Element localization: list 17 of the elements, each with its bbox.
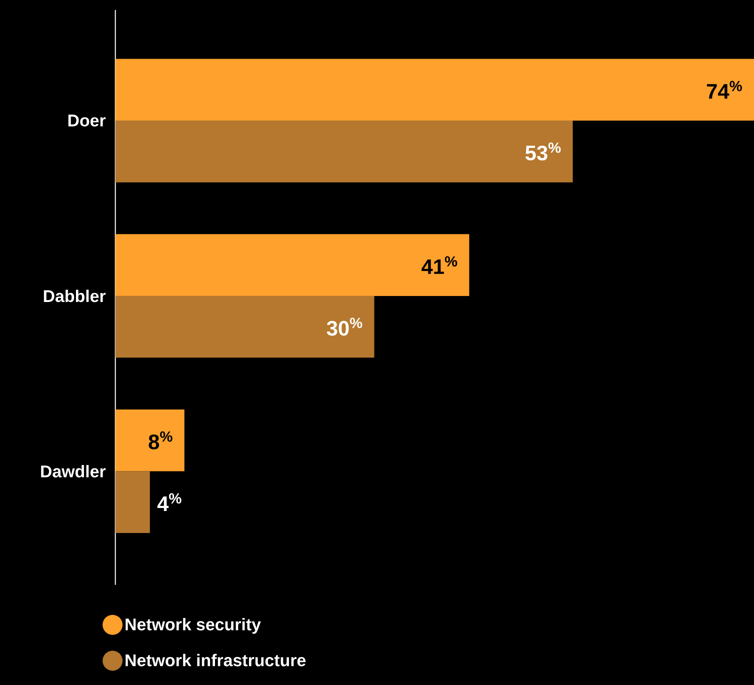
bar: [115, 58, 754, 120]
legend-label: Network infrastructure: [126, 654, 306, 666]
bar: [115, 234, 470, 296]
data-label: 30$^{%}$: [326, 318, 362, 336]
data-label: 74$^{%}$: [706, 80, 742, 98]
y-tick-label: Doer: [68, 114, 106, 126]
data-label: 53$^{%}$: [525, 142, 561, 160]
bar: [115, 470, 150, 533]
data-label: 8$^{%}$: [148, 431, 172, 450]
data-label: 4$^{%}$: [157, 493, 182, 511]
bar: [115, 409, 184, 472]
y-tick-label: Dabbler: [44, 289, 106, 302]
bar: [115, 120, 573, 182]
data-label: 41$^{%}$: [422, 256, 458, 274]
y-tick-label: Dawdler: [41, 464, 106, 478]
bar: [115, 296, 374, 358]
legend-label: Network security: [126, 618, 261, 634]
